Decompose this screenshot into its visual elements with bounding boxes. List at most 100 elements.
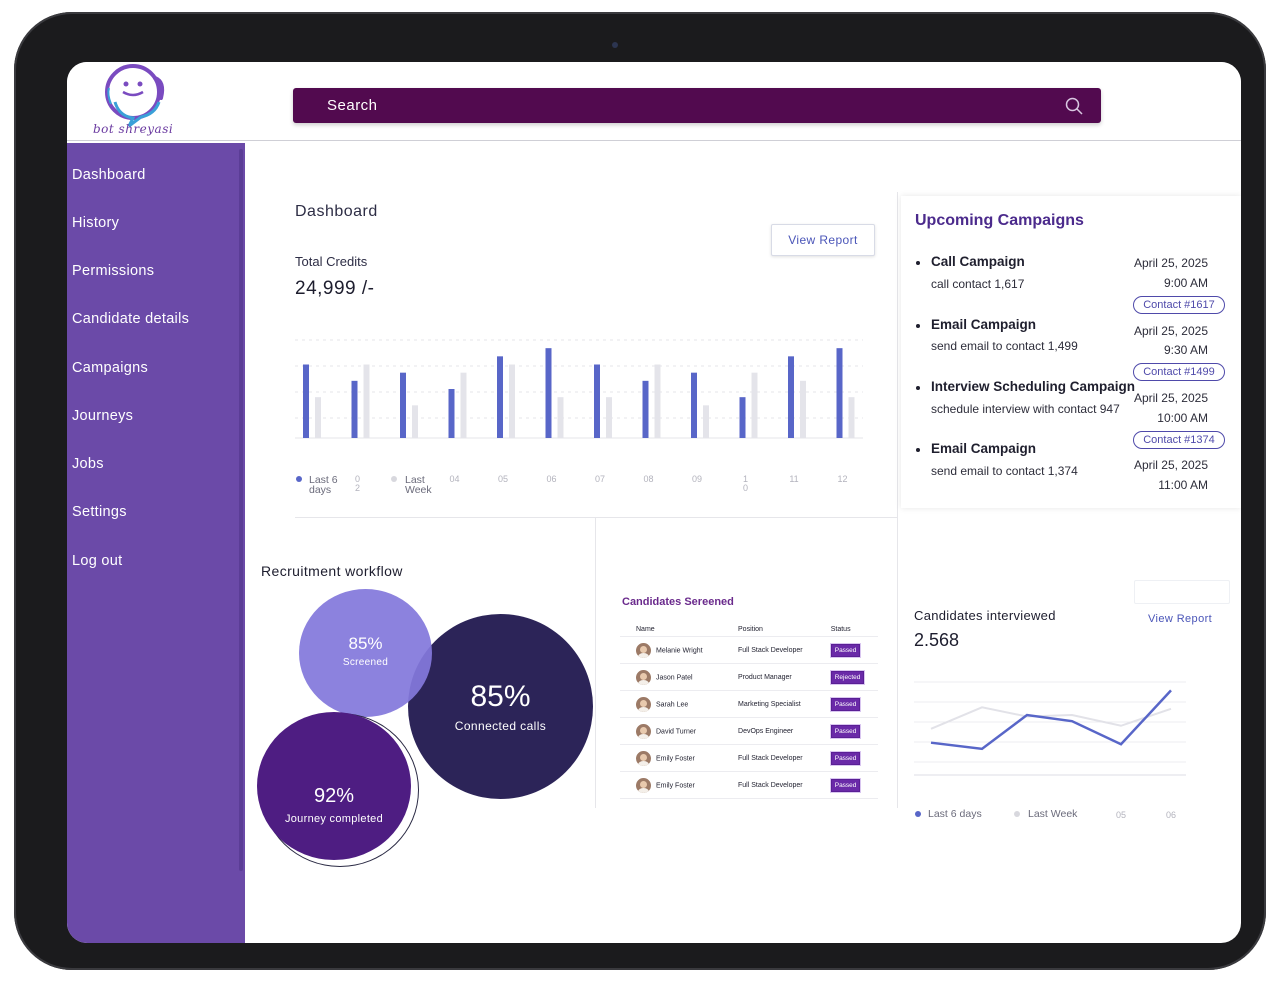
legend-dot — [915, 811, 921, 817]
bar-last-6-days — [642, 380, 649, 438]
table-header-row: Name Position Status — [620, 622, 878, 637]
bar-last-6-days — [788, 356, 794, 438]
bullet-icon — [916, 324, 920, 328]
candidate-position: Product Manager — [738, 673, 792, 681]
bot-logo-icon — [105, 64, 165, 128]
credits-label: Total Credits — [295, 254, 368, 269]
sidebar: Dashboard History Permissions Candidate … — [67, 143, 245, 943]
series-line-last-week — [930, 706, 1172, 730]
bar-last-week — [703, 405, 709, 438]
campaign-time: 10:00 AM — [1157, 411, 1208, 425]
series-line-last-6-days — [930, 689, 1172, 751]
top-bar: bot shreyasi — [67, 62, 1241, 141]
column-divider — [595, 518, 596, 808]
bar-last-week — [412, 405, 418, 438]
contact-badge[interactable]: Contact #1617 — [1133, 296, 1225, 314]
sidebar-item-history[interactable]: History — [72, 215, 120, 231]
bar-last-6-days — [594, 364, 600, 438]
sidebar-item-campaigns[interactable]: Campaigns — [72, 360, 149, 376]
bar-last-week — [557, 397, 564, 438]
bar-last-week — [315, 397, 321, 438]
tick-label: 06 — [546, 474, 557, 484]
candidate-name: Emily Foster — [656, 781, 695, 789]
credits-bar-chart — [295, 339, 863, 439]
legend-label: Last Week — [1028, 808, 1078, 820]
legend-dot — [1014, 811, 1020, 817]
candidate-position: DevOps Engineer — [738, 727, 794, 735]
legend-dot — [391, 476, 397, 482]
sidebar-item-settings[interactable]: Settings — [72, 504, 127, 520]
view-report-link[interactable]: View Report — [1148, 613, 1213, 625]
bar-last-6-days — [836, 348, 843, 438]
table-row[interactable]: David Turner DevOps Engineer Passed — [620, 717, 878, 745]
sidebar-scrollbar[interactable] — [239, 149, 243, 871]
campaign-date: April 25, 2025 — [1133, 458, 1208, 472]
candidate-position: Full Stack Developer — [738, 646, 803, 654]
campaign-time: 9:30 AM — [1163, 343, 1208, 357]
bar-last-week — [751, 372, 758, 438]
tick-label: 12 — [837, 474, 848, 484]
col-header-status: Status — [830, 625, 851, 633]
camera-dot — [612, 42, 618, 48]
campaign-name[interactable]: Email Campaign — [931, 317, 1037, 332]
legend-label: Last 6 days — [309, 474, 338, 496]
table-row[interactable]: Emily Foster Full Stack Developer Passed — [620, 771, 878, 799]
sidebar-item-journeys[interactable]: Journeys — [72, 408, 134, 424]
bullet-icon — [916, 261, 920, 265]
campaign-name[interactable]: Call Campaign — [931, 254, 1025, 269]
candidate-name: David Turner — [656, 727, 697, 735]
interviewed-title: Candidates interviewed — [914, 608, 1056, 623]
brand-name: bot shreyasi — [93, 122, 174, 136]
view-report-button[interactable]: View Report — [771, 224, 875, 256]
table-row[interactable]: Sarah Lee Marketing Specialist Passed — [620, 690, 878, 718]
screened-pct: 85% — [348, 634, 383, 653]
connected-calls-bubble: 85% Connected calls — [408, 614, 593, 799]
candidate-name: Jason Patel — [656, 673, 693, 681]
tick-label: 08 — [643, 474, 654, 484]
status-badge: Passed — [830, 778, 861, 792]
table-row[interactable]: Emily Foster Full Stack Developer Passed — [620, 744, 878, 772]
bar-last-week — [460, 372, 467, 438]
tick-label: 09 — [691, 474, 702, 484]
bar-last-6-days — [448, 389, 455, 438]
tick-label: 04 — [449, 474, 460, 484]
bar-last-week — [363, 364, 370, 438]
status-badge: Passed — [830, 751, 861, 765]
avatar — [636, 777, 651, 793]
campaign-name[interactable]: Interview Scheduling Campaign — [931, 379, 1136, 394]
sidebar-item-logout[interactable]: Log out — [72, 553, 123, 569]
sidebar-item-dashboard[interactable]: Dashboard — [72, 167, 146, 183]
table-row[interactable]: Melanie Wright Full Stack Developer Pass… — [620, 636, 878, 664]
avatar — [636, 723, 651, 739]
legend-dot — [296, 476, 302, 482]
avatar — [636, 669, 651, 685]
bar-last-week — [848, 397, 855, 438]
sidebar-item-jobs[interactable]: Jobs — [72, 456, 104, 472]
search-input[interactable] — [293, 88, 1067, 123]
avatar — [636, 696, 651, 712]
contact-badge[interactable]: Contact #1499 — [1133, 363, 1225, 381]
sidebar-item-permissions[interactable]: Permissions — [72, 263, 155, 279]
bar-last-week — [654, 364, 661, 438]
candidate-position: Full Stack Developer — [738, 781, 803, 789]
bar-last-6-days — [691, 372, 697, 438]
bar-last-week — [606, 397, 612, 438]
search-icon[interactable] — [1065, 97, 1083, 115]
candidate-name: Sarah Lee — [656, 700, 689, 708]
tick-label: 06 — [1165, 810, 1176, 820]
status-badge: Rejected — [830, 670, 865, 684]
tick-label: 05 — [497, 474, 508, 484]
sidebar-item-candidate-details[interactable]: Candidate details — [72, 311, 190, 327]
campaign-desc: schedule interview with contact 947 — [931, 402, 1120, 416]
campaign-name[interactable]: Email Campaign — [931, 441, 1037, 456]
contact-badge[interactable]: Contact #1374 — [1133, 431, 1225, 449]
campaign-date: April 25, 2025 — [1133, 391, 1208, 405]
legend-label: Last Week — [405, 474, 432, 496]
report-button-frame[interactable] — [1134, 580, 1230, 604]
table-row[interactable]: Jason Patel Product Manager Rejected — [620, 663, 878, 691]
candidates-title: Candidates Sereened — [622, 596, 734, 608]
bar-last-week — [800, 380, 806, 438]
candidate-name: Melanie Wright — [656, 646, 703, 654]
